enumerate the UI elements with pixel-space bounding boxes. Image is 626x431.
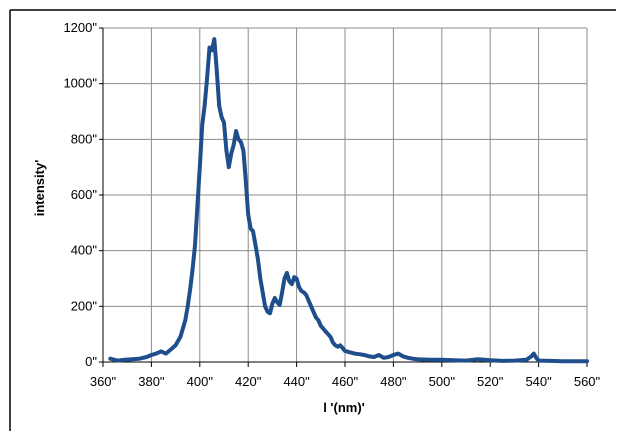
x-tick-label: 380" — [138, 374, 165, 389]
gridlines — [103, 27, 588, 362]
y-axis-title: intensity' — [32, 160, 47, 217]
x-tick-label: 440" — [283, 374, 310, 389]
series-line — [108, 37, 589, 364]
x-tick-label: 540" — [525, 374, 552, 389]
axes — [99, 27, 588, 367]
y-tick-label: 200" — [71, 298, 98, 313]
y-tick-label: 800" — [71, 131, 98, 146]
x-tick-label: 400" — [187, 374, 214, 389]
x-tick-label: 500" — [429, 374, 456, 389]
chart-frame — [9, 9, 616, 431]
y-tick-label: 1200" — [63, 20, 97, 35]
x-tick-label: 480" — [380, 374, 407, 389]
x-tick-labels: 360" 380" 400" 420" 440" 460" 480" 500" 520" 540"… — [90, 374, 601, 389]
x-axis-title: l '(nm)' — [323, 400, 365, 415]
series-layer — [108, 37, 589, 364]
y-tick-label: 600" — [71, 187, 98, 202]
x-tick-label: 560" — [574, 374, 601, 389]
y-tick-label: 1000" — [63, 76, 97, 91]
x-tick-label: 520" — [477, 374, 504, 389]
y-tick-label: 0" — [85, 354, 97, 369]
x-tick-label: 460" — [332, 374, 359, 389]
y-tick-label: 400" — [71, 243, 98, 258]
y-tick-labels: 0" 200" 400" 600" 800" 1000" 1200" — [63, 20, 97, 369]
x-tick-label: 360" — [90, 374, 117, 389]
x-tick-label: 420" — [235, 374, 262, 389]
